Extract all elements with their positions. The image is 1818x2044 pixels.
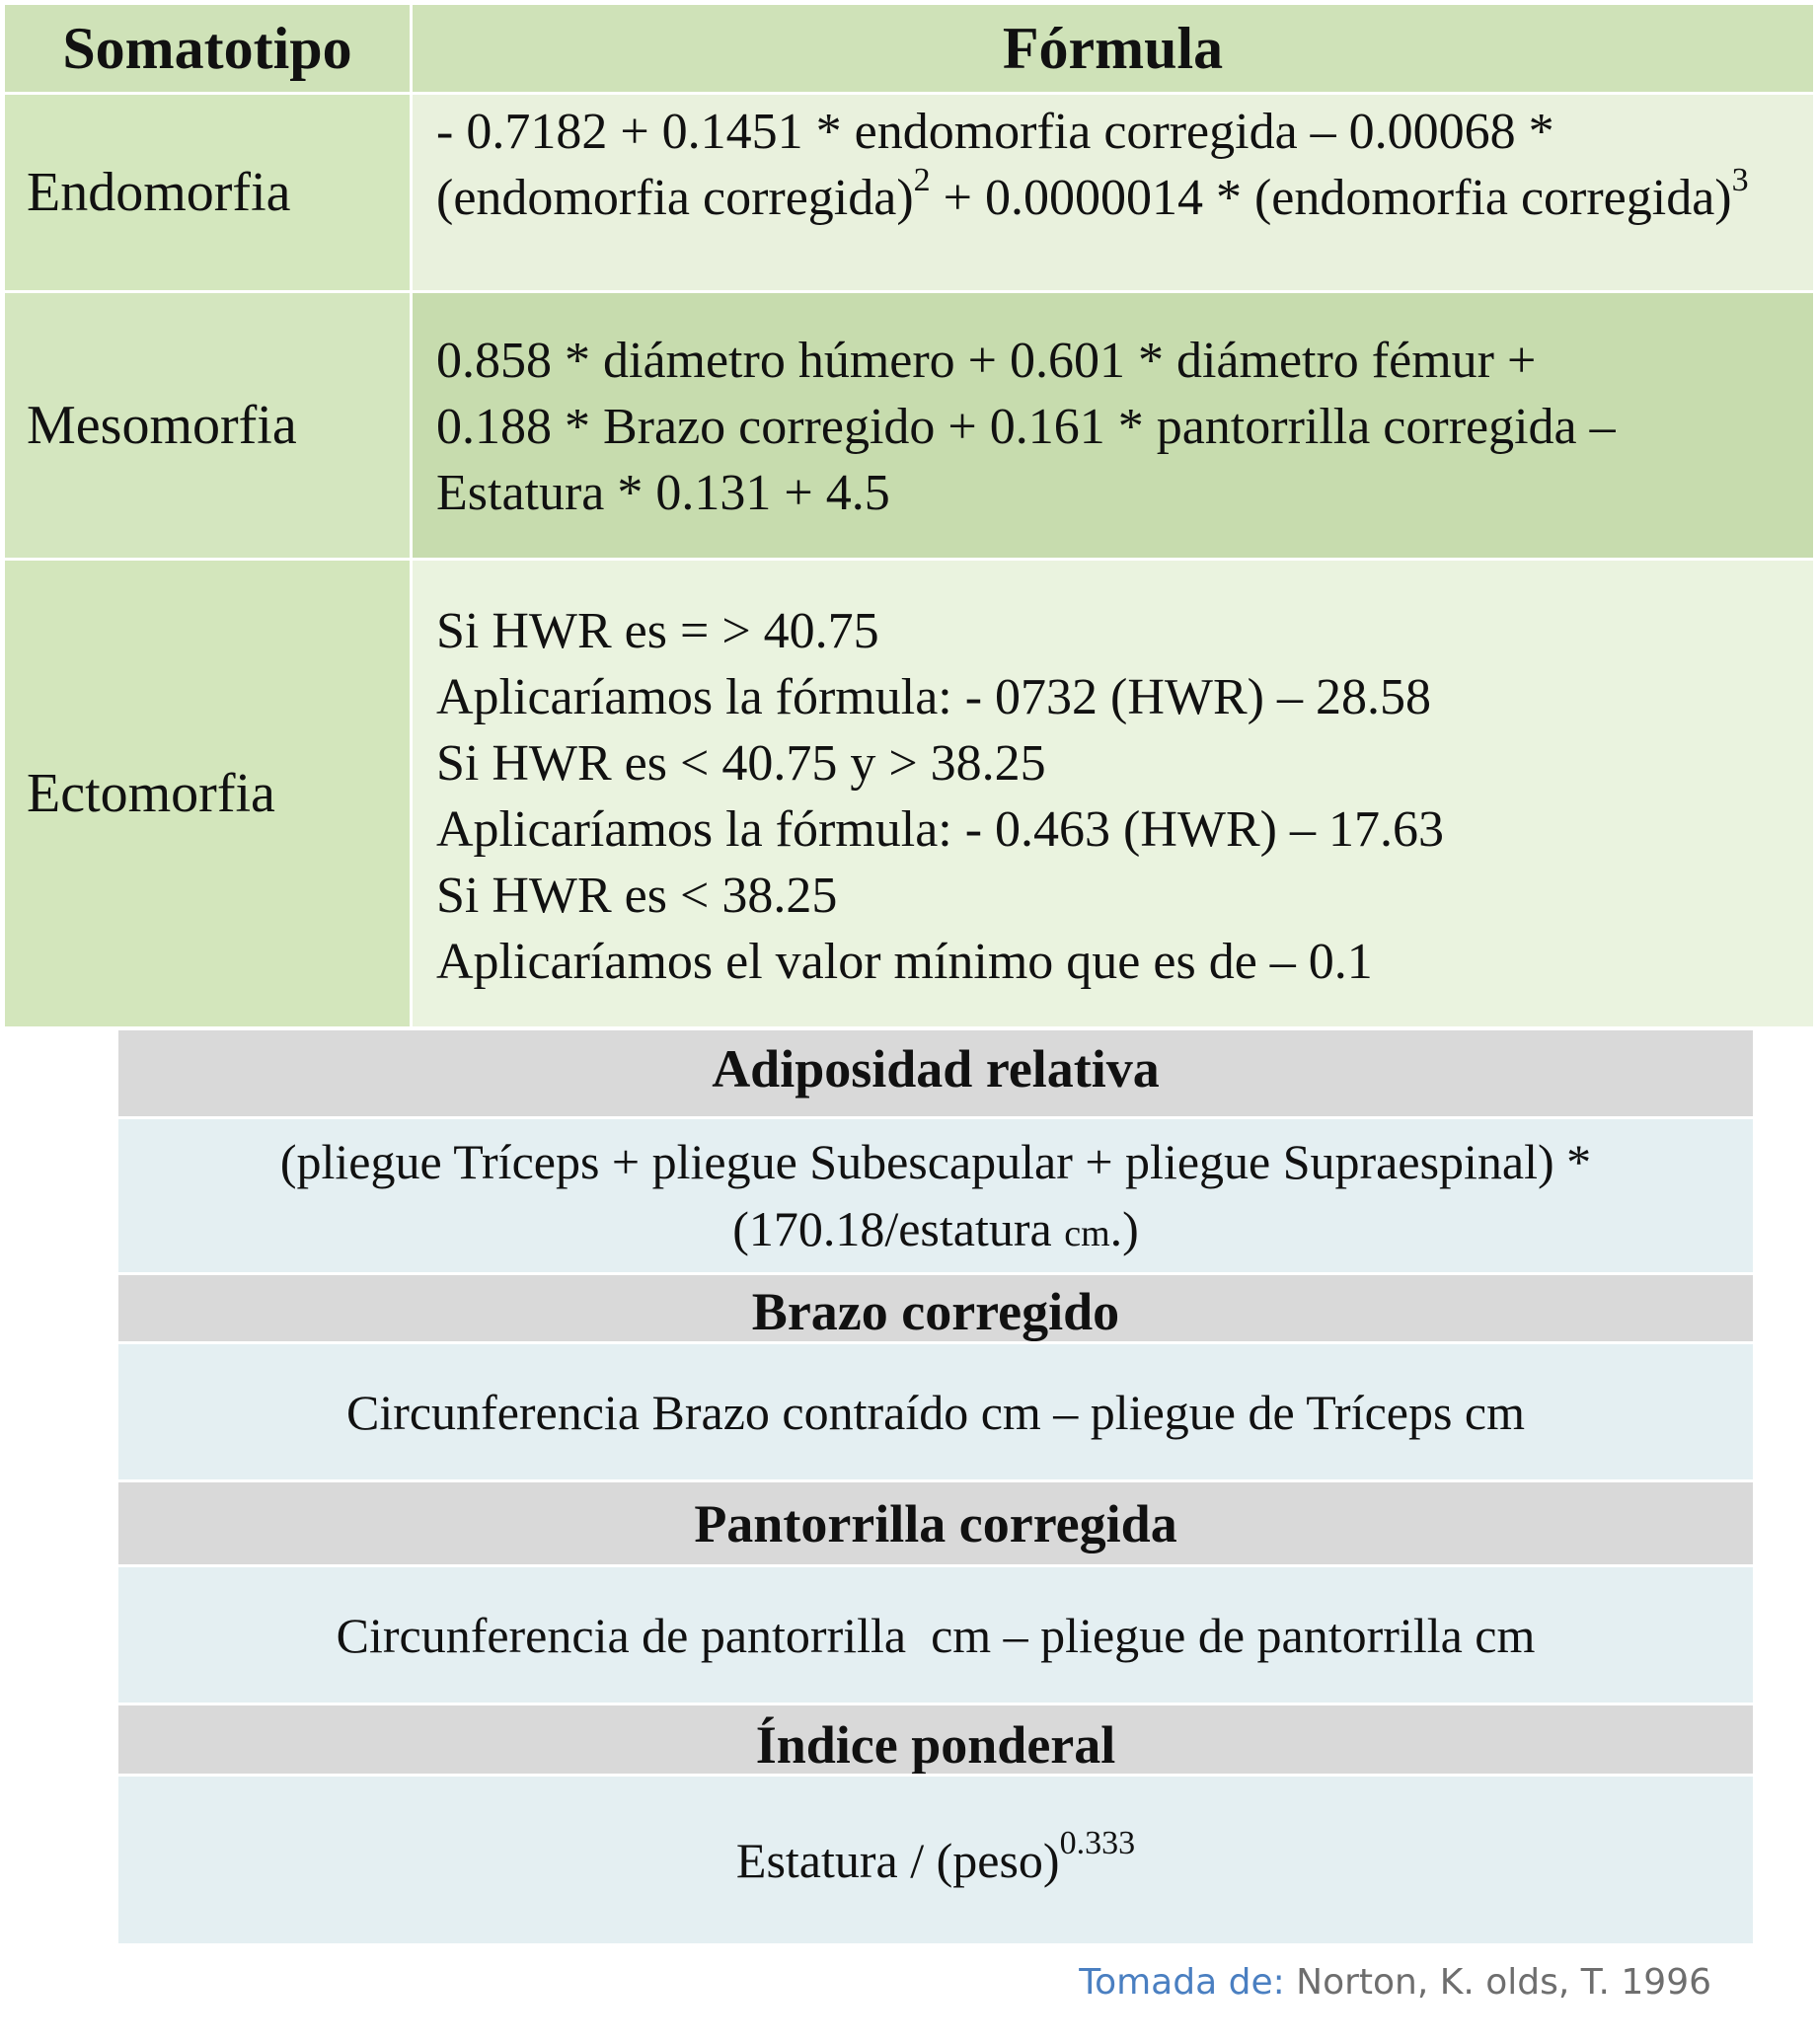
- adiposidad-line-1: (pliegue Tríceps + pliegue Subescapular …: [279, 1134, 1592, 1189]
- ectomorfia-line: Aplicaríamos la fórmula: - 0.463 (HWR) –…: [436, 801, 1444, 858]
- formula-endomorfia-part2: + 0.0000014 * (endomorfia corregida): [930, 170, 1732, 226]
- def-formula-indice: Estatura / (peso)0.333: [118, 1777, 1753, 1946]
- formula-endomorfia-part1: - 0.7182 + 0.1451 * endomorfia corregida…: [436, 104, 1554, 226]
- ectomorfia-line: Si HWR es < 38.25: [436, 868, 838, 924]
- header-formula: Fórmula: [410, 2, 1816, 95]
- formula-mesomorfia-line: 0.188 * Brazo corregido + 0.161 * pantor…: [436, 398, 1616, 455]
- def-formula-brazo: Circunferencia Brazo contraído cm – plie…: [118, 1344, 1753, 1482]
- ectomorfia-line: Si HWR es < 40.75 y > 38.25: [436, 735, 1046, 792]
- definitions-table: Adiposidad relativa (pliegue Tríceps + p…: [118, 1030, 1753, 1946]
- row-label-endomorfia: Endomorfia: [2, 92, 413, 293]
- adiposidad-line-2-main: (170.18/estatura: [732, 1201, 1065, 1256]
- row-ectomorfia: Ectomorfia Si HWR es = > 40.75 Aplicaría…: [2, 558, 1816, 1029]
- adiposidad-unit: cm: [1064, 1213, 1110, 1254]
- source-label: Tomada de:: [1079, 1962, 1285, 2003]
- row-label-mesomorfia: Mesomorfia: [2, 290, 413, 561]
- brazo-formula-text: Circunferencia Brazo contraído cm – plie…: [345, 1384, 1526, 1440]
- adiposidad-line-2: (170.18/estatura cm.): [732, 1195, 1139, 1267]
- formula-endomorfia-exp1: 2: [913, 161, 931, 198]
- table-header-row: Somatotipo Fórmula: [2, 2, 1816, 95]
- def-title-adiposidad: Adiposidad relativa: [118, 1030, 1753, 1119]
- indice-formula-exp: 0.333: [1059, 1824, 1136, 1861]
- def-title-brazo: Brazo corregido: [118, 1275, 1753, 1344]
- def-title-pantorrilla: Pantorrilla corregida: [118, 1482, 1753, 1567]
- header-somatotipo: Somatotipo: [2, 2, 413, 95]
- indice-formula-main: Estatura / (peso): [735, 1832, 1060, 1888]
- somatotype-table: Somatotipo Fórmula Endomorfia - 0.7182 +…: [2, 2, 1816, 1029]
- row-label-ectomorfia: Ectomorfia: [2, 558, 413, 1029]
- formula-mesomorfia-line: 0.858 * diámetro húmero + 0.601 * diámet…: [436, 332, 1537, 389]
- adiposidad-line-2-end: .): [1109, 1201, 1139, 1256]
- def-formula-adiposidad: (pliegue Tríceps + pliegue Subescapular …: [118, 1119, 1753, 1275]
- row-mesomorfia: Mesomorfia 0.858 * diámetro húmero + 0.6…: [2, 290, 1816, 561]
- def-title-indice: Índice ponderal: [118, 1705, 1753, 1777]
- row-endomorfia: Endomorfia - 0.7182 + 0.1451 * endomorfi…: [2, 92, 1816, 293]
- formula-mesomorfia-line: Estatura * 0.131 + 4.5: [436, 464, 890, 521]
- formula-endomorfia: - 0.7182 + 0.1451 * endomorfia corregida…: [410, 92, 1816, 293]
- source-caption: Tomada de: Norton, K. olds, T. 1996: [1079, 1962, 1711, 2003]
- ectomorfia-line: Si HWR es = > 40.75: [436, 603, 879, 659]
- pantorrilla-formula-text: Circunferencia de pantorrilla cm – plieg…: [336, 1607, 1536, 1663]
- source-text: Norton, K. olds, T. 1996: [1284, 1962, 1711, 2003]
- formula-ectomorfia: Si HWR es = > 40.75 Aplicaríamos la fórm…: [410, 558, 1816, 1029]
- formula-mesomorfia: 0.858 * diámetro húmero + 0.601 * diámet…: [410, 290, 1816, 561]
- ectomorfia-line: Aplicaríamos la fórmula: - 0732 (HWR) – …: [436, 669, 1431, 725]
- ectomorfia-line: Aplicaríamos el valor mínimo que es de –…: [436, 934, 1373, 990]
- indice-formula-text: Estatura / (peso)0.333: [735, 1826, 1135, 1889]
- def-formula-pantorrilla: Circunferencia de pantorrilla cm – plieg…: [118, 1567, 1753, 1705]
- formula-endomorfia-exp2: 3: [1731, 161, 1749, 198]
